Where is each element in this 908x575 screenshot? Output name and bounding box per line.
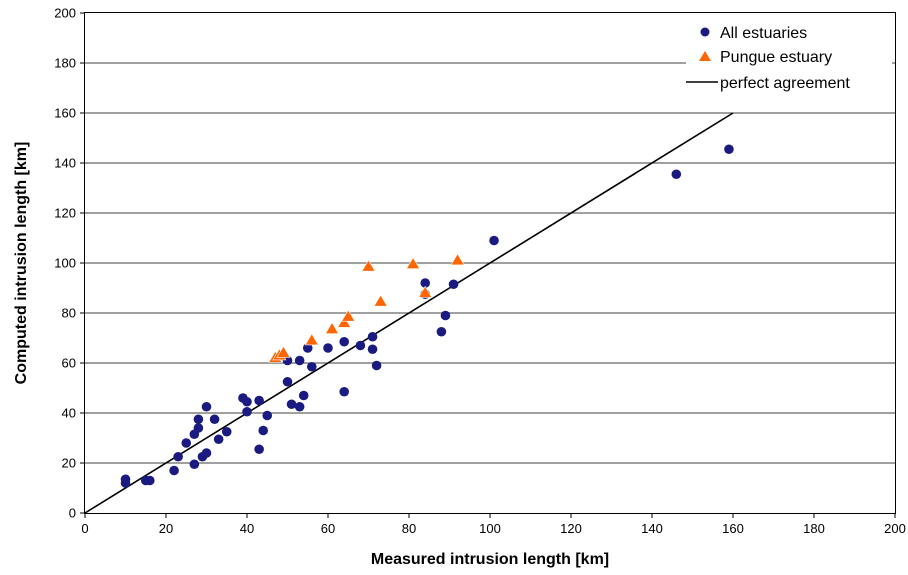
point-all-estuaries-28: [294, 355, 305, 366]
point-all-estuaries-6: [181, 438, 192, 448]
point-all-estuaries-1: [120, 478, 131, 488]
y-tick-label-0: 0: [69, 506, 76, 521]
point-all-estuaries-44: [448, 279, 459, 290]
perfect-agreement-line: [84, 112, 734, 514]
point-all-estuaries-31: [302, 343, 313, 353]
legend-label-pungue-estuary: Pungue estuary: [720, 49, 832, 66]
point-all-estuaries-21: [254, 444, 264, 455]
point-all-estuaries-32: [307, 361, 317, 372]
x-tick-label-0: 0: [81, 521, 88, 536]
legend-marker-pungue-estuary: [699, 51, 711, 61]
point-all-estuaries-18: [242, 396, 252, 407]
point-all-estuaries-39: [371, 360, 382, 371]
point-pungue-estuary-10: [418, 285, 433, 298]
point-all-estuaries-14: [209, 414, 220, 425]
point-all-estuaries-27: [286, 399, 297, 410]
point-all-estuaries-33: [323, 343, 333, 353]
point-all-estuaries-30: [298, 390, 309, 401]
point-pungue-estuary-2: [276, 345, 291, 358]
y-tick-label-140: 140: [54, 156, 76, 171]
point-all-estuaries-29: [294, 401, 305, 412]
x-tick-label-20: 20: [159, 521, 173, 536]
point-all-estuaries-47: [724, 144, 734, 155]
x-tick-label-120: 120: [560, 521, 582, 536]
point-pungue-estuary-9: [406, 257, 421, 269]
legend-marker-all-estuaries: [700, 27, 710, 37]
point-pungue-estuary-6: [341, 309, 356, 322]
y-tick-label-120: 120: [54, 206, 76, 221]
point-pungue-estuary-3: [304, 333, 319, 346]
point-all-estuaries-42: [436, 326, 447, 337]
point-all-estuaries-40: [420, 278, 431, 288]
legend-label-all-estuaries: All estuaries: [720, 25, 807, 42]
point-all-estuaries-15: [213, 434, 224, 445]
axis-ticks: 0 20 40 60 80 100 120 140 160 180 200 0 20 40 60 80 100 1…: [54, 6, 906, 537]
point-all-estuaries-20: [254, 395, 264, 406]
y-tick-label-80: 80: [62, 306, 76, 321]
y-tick-label-180: 180: [54, 56, 76, 71]
point-all-estuaries-19: [242, 406, 252, 417]
x-tick-label-100: 100: [479, 521, 501, 536]
point-all-estuaries-36: [355, 340, 366, 351]
point-all-estuaries-22: [258, 425, 269, 436]
point-pungue-estuary-7: [361, 259, 376, 272]
point-all-estuaries-26: [282, 376, 293, 387]
point-pungue-estuary-5: [337, 315, 352, 328]
point-all-estuaries-45: [489, 235, 499, 246]
x-tick-label-160: 160: [722, 521, 744, 536]
x-tick-label-60: 60: [321, 521, 335, 536]
legend: All estuaries Pungue estuary perfect agr…: [686, 14, 892, 98]
y-tick-label-40: 40: [62, 406, 76, 421]
y-tick-label-200: 200: [54, 6, 76, 21]
point-all-estuaries-13: [201, 401, 212, 412]
point-all-estuaries-46: [671, 169, 682, 180]
x-tick-label-200: 200: [884, 521, 906, 536]
point-all-estuaries-9: [193, 414, 204, 425]
point-pungue-estuary-8: [373, 294, 388, 307]
legend-label-perfect-agreement: perfect agreement: [720, 75, 850, 92]
point-all-estuaries-16: [221, 426, 232, 437]
point-all-estuaries-5: [173, 451, 183, 462]
point-all-estuaries-38: [367, 344, 378, 355]
point-all-estuaries-34: [339, 336, 350, 347]
x-tick-label-80: 80: [402, 521, 416, 536]
point-pungue-estuary-4: [325, 322, 340, 334]
point-all-estuaries-8: [189, 459, 200, 470]
y-tick-label-20: 20: [62, 456, 76, 471]
x-tick-label-180: 180: [803, 521, 825, 536]
point-all-estuaries-23: [262, 410, 273, 421]
point-all-estuaries-12: [201, 448, 212, 458]
x-tick-label-140: 140: [641, 521, 663, 536]
y-axis-title: Computed intrusion length [km]: [13, 142, 30, 385]
x-tick-label-40: 40: [240, 521, 254, 536]
y-tick-label-100: 100: [54, 256, 76, 271]
point-all-estuaries-10: [193, 423, 204, 433]
point-all-estuaries-35: [339, 386, 350, 397]
data-marks: [84, 112, 734, 514]
point-all-estuaries-4: [169, 465, 179, 476]
y-tick-label-160: 160: [54, 106, 76, 121]
legend-box: [686, 14, 892, 98]
x-axis-title: Measured intrusion length [km]: [371, 551, 609, 568]
y-tick-label-60: 60: [62, 356, 76, 371]
point-all-estuaries-37: [367, 331, 378, 342]
point-all-estuaries-43: [440, 310, 451, 321]
point-pungue-estuary-11: [450, 253, 465, 266]
point-all-estuaries-3: [145, 475, 155, 486]
